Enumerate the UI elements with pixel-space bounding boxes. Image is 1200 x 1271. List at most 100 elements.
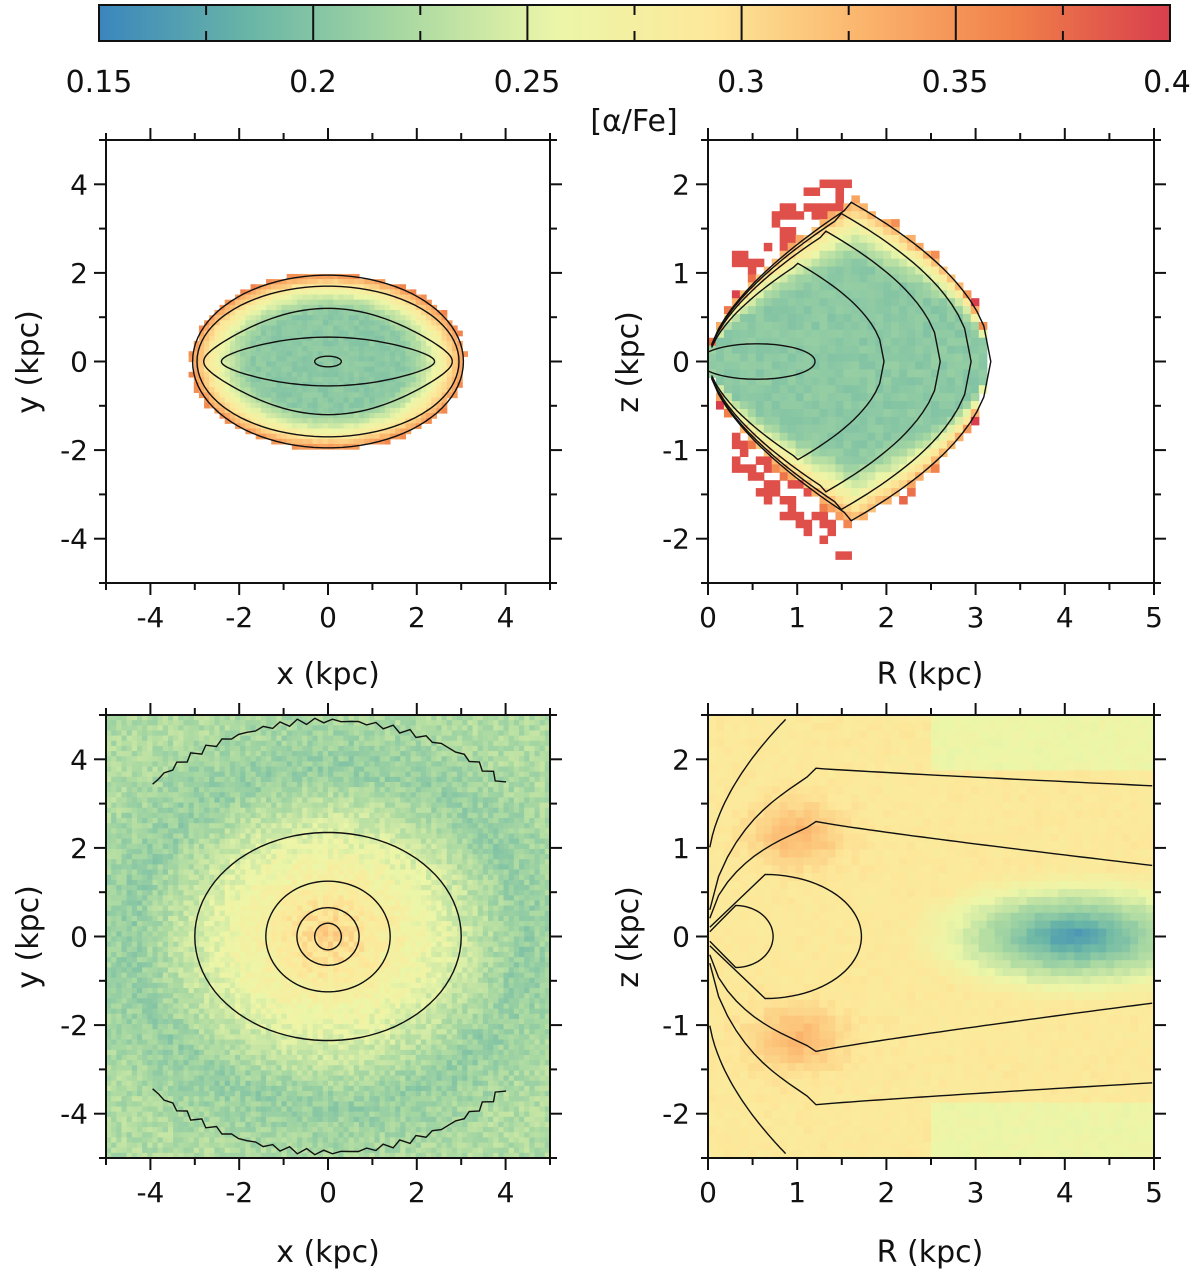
heatmap-cell — [389, 356, 396, 363]
heatmap-cell — [731, 321, 741, 331]
heatmap-cell — [152, 725, 159, 732]
heatmap-cell — [723, 361, 733, 371]
heatmap-cell — [915, 353, 924, 363]
heatmap-cell — [162, 884, 169, 891]
heatmap-cell — [204, 1111, 210, 1118]
heatmap-cell — [291, 351, 298, 357]
heatmap-cell — [771, 353, 781, 363]
heatmap-cell — [209, 776, 216, 783]
heatmap-cell — [747, 274, 757, 283]
heatmap-cell — [364, 361, 370, 368]
heatmap-cell — [859, 424, 868, 434]
heatmap-cell — [214, 802, 221, 809]
heatmap-cell — [224, 781, 231, 788]
heatmap-cell — [162, 1091, 169, 1097]
heatmap-cell — [198, 392, 205, 399]
heatmap-cell — [229, 802, 236, 809]
heatmap-cell — [235, 982, 241, 989]
heatmap-cell — [157, 951, 164, 958]
heatmap-cell — [235, 957, 241, 963]
heatmap-cell — [723, 306, 733, 315]
heatmap-cell — [131, 1024, 138, 1030]
heatmap-cell — [183, 910, 190, 917]
heatmap-cell — [291, 366, 298, 373]
heatmap-cell — [962, 361, 972, 371]
heatmap-cell — [312, 273, 319, 280]
heatmap-cell — [224, 1054, 231, 1061]
heatmap-cell — [204, 776, 210, 783]
heatmap-cell — [162, 843, 169, 850]
heatmap-cell — [343, 289, 350, 296]
heatmap-cell — [111, 874, 117, 881]
heatmap-cell — [312, 330, 319, 337]
heatmap-cell — [779, 385, 789, 394]
heatmap-cell — [111, 715, 117, 721]
heatmap-cell — [183, 807, 190, 814]
heatmap-cell — [214, 725, 221, 732]
heatmap-cell — [819, 464, 829, 473]
heatmap-cell — [260, 392, 267, 399]
heatmap-cell — [162, 725, 169, 732]
heatmap-cell — [173, 807, 179, 814]
heatmap-cell — [281, 366, 288, 373]
heatmap-cell — [193, 874, 200, 881]
heatmap-cell — [441, 351, 448, 357]
heatmap-cell — [255, 392, 262, 399]
heatmap-cell — [173, 1116, 179, 1123]
heatmap-cell — [224, 392, 231, 399]
heatmap-cell — [209, 1018, 216, 1025]
heatmap-cell — [266, 402, 272, 409]
heatmap-cell — [240, 905, 246, 912]
heatmap-cell — [183, 792, 190, 799]
heatmap-cell — [173, 797, 179, 804]
heatmap-cell — [162, 1013, 169, 1020]
heatmap-cell — [142, 972, 148, 979]
heatmap-cell — [224, 376, 231, 383]
heatmap-cell — [907, 321, 916, 331]
heatmap-cell — [400, 356, 407, 363]
heatmap-cell — [271, 428, 277, 435]
heatmap-cell — [379, 376, 386, 383]
heatmap-cell — [106, 1075, 112, 1082]
heatmap-cell — [240, 998, 246, 1005]
heatmap-cell — [240, 1091, 246, 1097]
heatmap-cell — [915, 337, 924, 347]
x-tick-label: 2 — [408, 601, 426, 634]
heatmap-cell — [142, 936, 148, 943]
heatmap-cell — [328, 402, 334, 409]
heatmap-cell — [126, 1127, 133, 1133]
heatmap-cell — [116, 926, 123, 932]
heatmap-cell — [255, 423, 262, 430]
heatmap-cell — [198, 818, 205, 824]
heatmap-cell — [827, 298, 837, 307]
heatmap-cell — [358, 284, 365, 290]
heatmap-cell — [188, 720, 195, 726]
heatmap-cell — [229, 812, 236, 819]
heatmap-cell — [193, 1096, 200, 1102]
heatmap-cell — [193, 371, 200, 378]
heatmap-cell — [224, 848, 231, 855]
y-tick-label: -2 — [60, 434, 88, 467]
heatmap-cell — [348, 402, 355, 409]
heatmap-cell — [255, 433, 262, 440]
heatmap-cell — [106, 802, 112, 809]
heatmap-cell — [410, 397, 417, 404]
heatmap-cell — [147, 843, 154, 850]
heatmap-cell — [136, 766, 143, 773]
heatmap-cell — [353, 428, 360, 435]
y-tick-label: 0 — [70, 346, 88, 379]
heatmap-cell — [106, 1101, 112, 1108]
heatmap-cell — [126, 946, 133, 953]
heatmap-cell — [771, 290, 781, 299]
heatmap-cell — [819, 227, 829, 236]
heatmap-cell — [142, 941, 148, 948]
heatmap-cell — [739, 377, 749, 386]
heatmap-cell — [204, 1096, 210, 1102]
heatmap-cell — [851, 321, 860, 331]
heatmap-cell — [224, 740, 231, 747]
heatmap-cell — [883, 314, 892, 323]
heatmap-cell — [147, 1065, 154, 1072]
heatmap-cell — [240, 895, 246, 902]
heatmap-cell — [358, 315, 365, 321]
heatmap-cell — [173, 910, 179, 917]
